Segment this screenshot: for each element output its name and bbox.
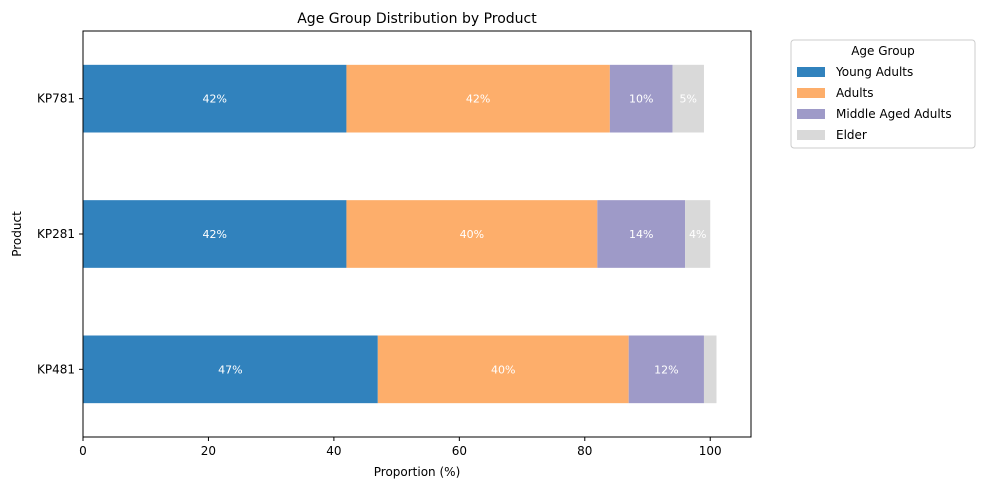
segment-label: 4% bbox=[689, 228, 706, 241]
x-tick-label: 80 bbox=[577, 444, 592, 458]
y-axis-label: Product bbox=[10, 211, 24, 257]
x-tick-label: 40 bbox=[326, 444, 341, 458]
legend-swatch bbox=[797, 130, 825, 140]
bar-segment-kp781-middle-aged-adults bbox=[609, 64, 673, 133]
legend-items: Young Adults Adults Middle Aged Adults Elde… bbox=[797, 65, 952, 142]
legend-label: Adults bbox=[836, 86, 874, 100]
bar-segment-kp481-elder bbox=[703, 335, 717, 404]
legend-label: Elder bbox=[836, 128, 867, 142]
legend-label: Young Adults bbox=[835, 65, 913, 79]
x-axis-ticks: 0 20 40 60 80 100 bbox=[79, 437, 722, 458]
bar-segment-kp281-elder bbox=[685, 200, 711, 268]
bar-segment-kp481-adults bbox=[377, 335, 629, 404]
segment-labels-group: 42% 42% 10% 5% 42% 40% 14% 4% 47% 40% 12% bbox=[202, 93, 706, 377]
segment-label: 42% bbox=[202, 228, 226, 241]
segment-label: 47% bbox=[218, 363, 242, 376]
bar-segment-kp281-young-adults bbox=[83, 200, 347, 268]
legend-box bbox=[790, 39, 976, 149]
bar-segment-kp781-young-adults bbox=[83, 64, 347, 133]
segment-label: 10% bbox=[629, 93, 653, 106]
segment-label: 40% bbox=[460, 228, 484, 241]
x-tick-label: 60 bbox=[452, 444, 467, 458]
bar-segment-kp781-adults bbox=[346, 64, 610, 133]
bar-segment-kp481-young-adults bbox=[83, 335, 378, 404]
segment-label: 14% bbox=[629, 228, 653, 241]
segment-label: 12% bbox=[654, 363, 678, 376]
y-tick-label: KP781 bbox=[37, 92, 75, 106]
y-tick-label: KP481 bbox=[37, 362, 75, 376]
legend-swatch bbox=[797, 88, 825, 98]
legend-label: Middle Aged Adults bbox=[836, 107, 952, 121]
x-tick-label: 0 bbox=[79, 444, 87, 458]
bar-segment-kp281-adults bbox=[346, 200, 598, 268]
x-tick-label: 20 bbox=[201, 444, 216, 458]
bar-segment-kp481-middle-aged-adults bbox=[628, 335, 704, 404]
y-tick-label: KP281 bbox=[37, 227, 75, 241]
legend-title: Age Group bbox=[851, 44, 915, 58]
segment-label: 5% bbox=[680, 93, 697, 106]
segment-label: 42% bbox=[202, 93, 226, 106]
bars-group bbox=[83, 64, 717, 404]
legend-swatch bbox=[797, 67, 825, 77]
legend: Age Group Young Adults Adults Middle Aged … bbox=[790, 39, 976, 149]
segment-label: 40% bbox=[491, 363, 515, 376]
y-axis-ticks: KP781 KP281 KP481 bbox=[37, 92, 83, 376]
bar-segment-kp781-elder bbox=[672, 64, 704, 133]
chart-title: Age Group Distribution by Product bbox=[297, 11, 537, 27]
bar-segment-kp281-middle-aged-adults bbox=[597, 200, 686, 268]
x-tick-label: 100 bbox=[699, 444, 722, 458]
legend-swatch bbox=[797, 109, 825, 119]
x-axis-label: Proportion (%) bbox=[374, 465, 461, 479]
segment-label: 42% bbox=[466, 93, 490, 106]
